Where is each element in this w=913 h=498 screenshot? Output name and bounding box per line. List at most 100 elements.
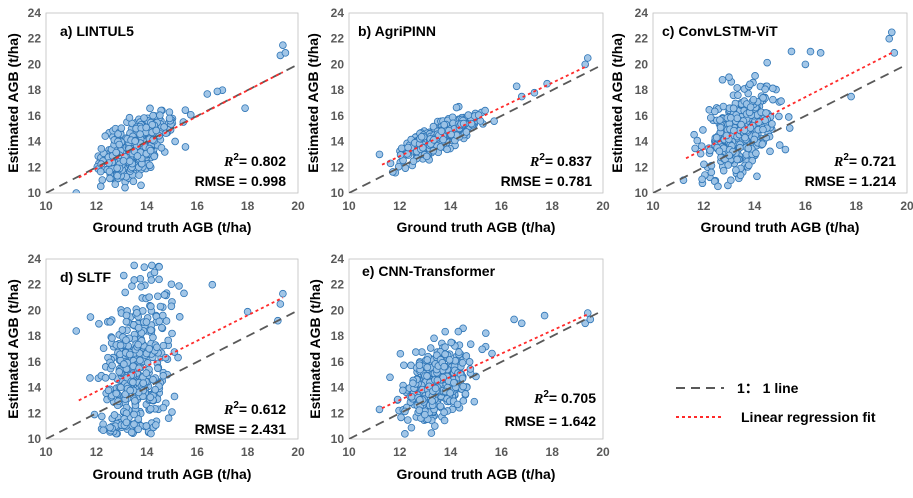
data-point bbox=[887, 28, 896, 37]
plot-area bbox=[348, 258, 604, 440]
y-tick-label: 22 bbox=[331, 278, 345, 292]
data-point bbox=[98, 412, 106, 421]
data-point bbox=[746, 80, 754, 89]
data-point bbox=[581, 319, 590, 328]
y-tick-label: 16 bbox=[28, 109, 42, 123]
data-point bbox=[466, 340, 475, 348]
data-point bbox=[105, 167, 114, 176]
x-tick-label: 14 bbox=[444, 445, 458, 459]
data-point bbox=[126, 386, 135, 395]
x-tick-label: 20 bbox=[900, 199, 913, 213]
y-tick-label: 12 bbox=[635, 160, 649, 174]
x-tick-label: 20 bbox=[291, 199, 305, 213]
data-point bbox=[168, 329, 176, 338]
data-point bbox=[710, 107, 719, 116]
data-point bbox=[122, 317, 131, 326]
data-point bbox=[130, 420, 138, 429]
lines-layer bbox=[349, 63, 603, 193]
x-tick-label: 16 bbox=[191, 445, 205, 459]
data-point bbox=[690, 130, 698, 139]
data-point bbox=[131, 137, 139, 145]
data-point bbox=[90, 410, 99, 419]
data-point bbox=[203, 90, 212, 98]
y-tick-label: 14 bbox=[28, 381, 42, 395]
data-point bbox=[462, 128, 471, 136]
data-point bbox=[115, 368, 124, 376]
panel-title: a) LINTUL5 bbox=[60, 23, 134, 39]
data-point bbox=[149, 111, 157, 120]
x-tick-label: 18 bbox=[850, 199, 864, 213]
data-point bbox=[243, 307, 252, 316]
data-point bbox=[130, 261, 139, 270]
data-point bbox=[719, 102, 728, 111]
x-tick-label: 20 bbox=[596, 445, 610, 459]
data-point bbox=[430, 334, 438, 343]
data-point bbox=[775, 112, 783, 121]
data-point bbox=[421, 410, 429, 419]
regression-line bbox=[78, 71, 284, 179]
y-tick-label: 10 bbox=[28, 432, 42, 446]
data-point bbox=[108, 372, 117, 381]
data-point bbox=[134, 323, 143, 332]
r2-value: = 0.612 bbox=[239, 401, 286, 417]
data-point bbox=[734, 91, 742, 99]
data-point bbox=[147, 276, 156, 284]
data-point bbox=[156, 111, 164, 120]
scatter-layer bbox=[72, 261, 287, 438]
x-tick-label: 16 bbox=[191, 199, 205, 213]
y-tick-label: 24 bbox=[331, 6, 345, 20]
ticks-layer: 10 12 14 16 18 20 10 12 14 16 18 20 22 24 bbox=[331, 6, 610, 213]
data-point bbox=[801, 60, 810, 69]
data-point bbox=[151, 385, 160, 394]
data-point bbox=[488, 349, 496, 358]
x-tick-label: 16 bbox=[799, 199, 813, 213]
data-point bbox=[763, 58, 771, 67]
data-point bbox=[159, 341, 168, 350]
y-tick-label: 18 bbox=[635, 83, 649, 97]
x-tick-label: 12 bbox=[90, 445, 104, 459]
data-point bbox=[159, 403, 168, 412]
data-point bbox=[777, 97, 785, 105]
x-tick-label: 12 bbox=[90, 199, 104, 213]
data-point bbox=[761, 116, 769, 125]
data-point bbox=[443, 145, 451, 154]
data-point bbox=[712, 133, 721, 142]
x-tick-label: 12 bbox=[393, 199, 407, 213]
data-point bbox=[108, 334, 116, 342]
data-point bbox=[101, 132, 110, 140]
data-point bbox=[136, 356, 144, 365]
data-point bbox=[397, 413, 405, 422]
data-point bbox=[455, 348, 463, 356]
data-point bbox=[142, 123, 150, 132]
data-point bbox=[885, 34, 894, 43]
data-point bbox=[426, 344, 435, 352]
x-tick-label: 10 bbox=[646, 199, 660, 213]
data-point bbox=[152, 421, 160, 429]
data-point bbox=[186, 110, 195, 119]
data-point bbox=[404, 416, 412, 424]
data-point bbox=[691, 144, 699, 153]
data-point bbox=[699, 126, 707, 134]
data-point bbox=[746, 103, 755, 111]
r2-exponent: 2 bbox=[233, 400, 239, 411]
data-point bbox=[155, 275, 163, 284]
data-point bbox=[174, 353, 182, 362]
data-point bbox=[155, 317, 164, 326]
ticks-layer: 10 12 14 16 18 20 10 12 14 16 18 20 22 24 bbox=[635, 6, 913, 213]
data-point bbox=[146, 393, 155, 402]
data-point bbox=[134, 425, 143, 434]
data-point bbox=[279, 289, 287, 298]
x-tick-label: 20 bbox=[291, 445, 305, 459]
r2-value: = 0.802 bbox=[239, 153, 286, 169]
data-point bbox=[154, 292, 162, 301]
data-point bbox=[99, 426, 108, 435]
rmse-label: RMSE = 0.998 bbox=[195, 173, 287, 189]
r2-label: R2= 0.612 bbox=[223, 400, 286, 418]
plot-area bbox=[45, 12, 299, 194]
data-point bbox=[134, 415, 143, 423]
data-point bbox=[142, 369, 151, 377]
data-point bbox=[127, 428, 136, 437]
data-point bbox=[890, 49, 899, 57]
data-point bbox=[106, 318, 114, 326]
data-point bbox=[461, 390, 470, 398]
